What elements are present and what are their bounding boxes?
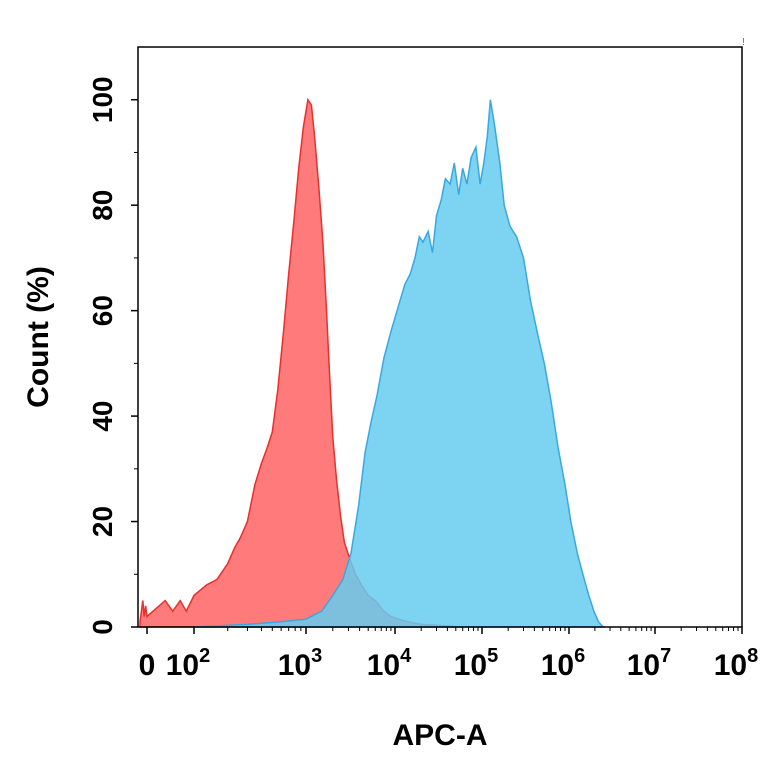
x-tick-label-7: 108: [714, 645, 759, 682]
series-layer: [139, 97, 605, 628]
x-tick-label-2: 103: [278, 645, 323, 682]
x-tick-label-3: 104: [367, 645, 412, 682]
y-tick-label-3: 60: [87, 295, 118, 326]
x-tick-label-4: 105: [454, 645, 499, 682]
y-axis: 0 20 40 60 80 100: [87, 76, 138, 635]
plot-frame: [137, 46, 743, 628]
x-tick-label-1: 102: [166, 645, 211, 682]
x-tick-label-6: 107: [627, 645, 672, 682]
x-axis: 0 102 103 104 105 106 107 108: [139, 627, 759, 682]
histogram-series-2: [193, 99, 605, 628]
y-tick-label-4: 80: [87, 190, 118, 221]
y-tick-label-1: 20: [87, 506, 118, 537]
corner-marker: !: [742, 37, 745, 48]
y-tick-label-5: 100: [87, 76, 118, 123]
y-tick-label-2: 40: [87, 401, 118, 432]
y-tick-label-0: 0: [87, 619, 118, 635]
x-tick-label-5: 106: [541, 645, 586, 682]
x-tick-label-0: 0: [139, 649, 156, 682]
x-axis-title: APC-A: [393, 719, 488, 752]
y-axis-title: Count (%): [22, 266, 55, 408]
